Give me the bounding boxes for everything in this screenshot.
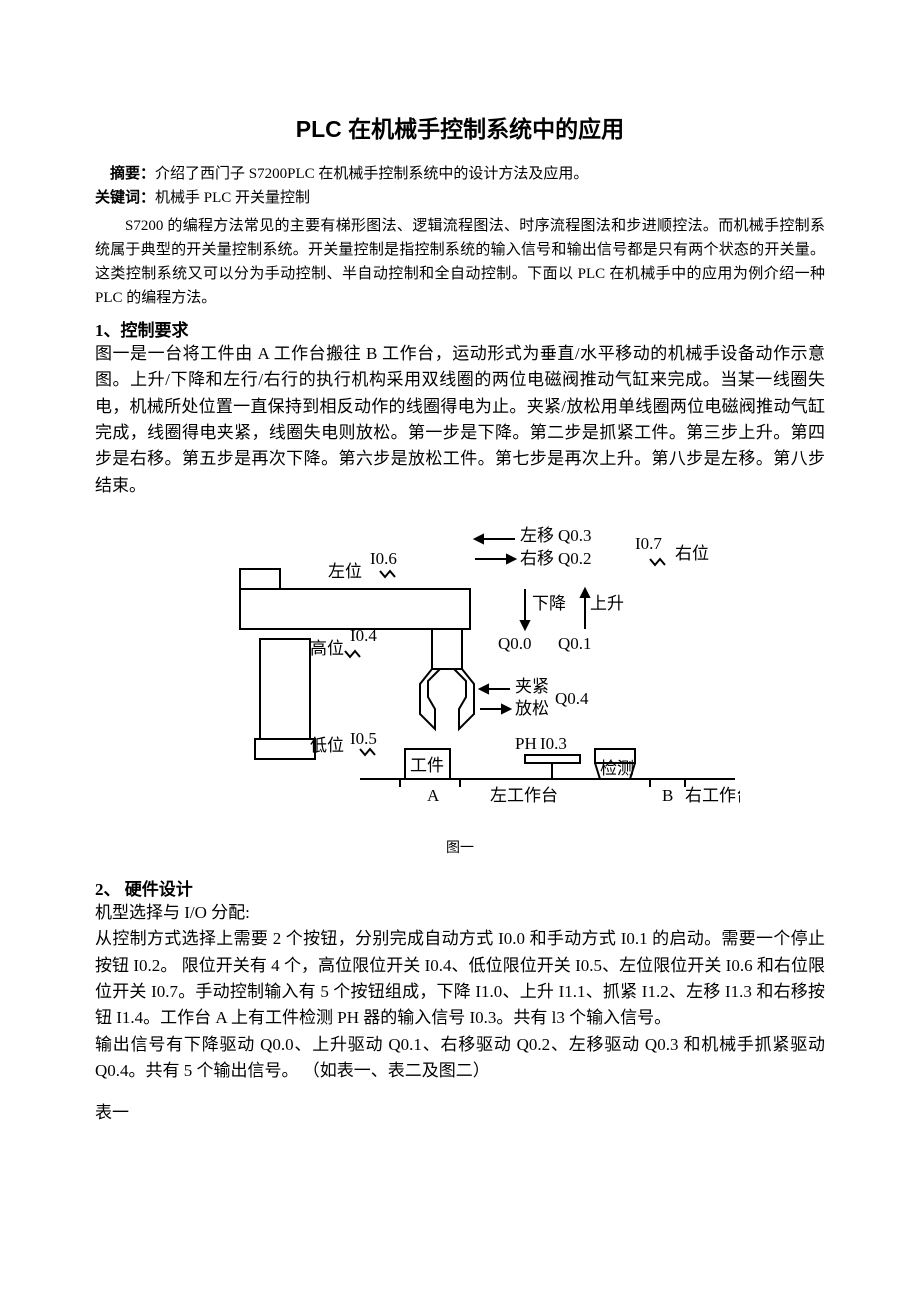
- section1-paragraph: 图一是一台将工件由 A 工作台搬往 B 工作台，运动形式为垂直/水平移动的机械手…: [95, 341, 825, 499]
- fig-a: A: [427, 786, 440, 805]
- abstract-text: 介绍了西门子 S7200PLC 在机械手控制系统中的设计方法及应用。: [155, 166, 588, 182]
- page-title: PLC 在机械手控制系统中的应用: [95, 110, 825, 144]
- fig-down: 下降: [532, 594, 566, 613]
- fig-move-left: 左移: [520, 526, 554, 545]
- fig-left-table: 左工作台: [490, 786, 558, 805]
- fig-right-pos-io: I0.7: [635, 534, 662, 553]
- section1-heading: 1、控制要求: [95, 316, 825, 341]
- fig-high-pos: 高位: [310, 639, 344, 658]
- fig-ph: PH: [515, 734, 537, 753]
- fig-right-table: 右工作台: [685, 786, 740, 805]
- section2-para2: 输出信号有下降驱动 Q0.0、上升驱动 Q0.1、右移驱动 Q0.2、左移驱动 …: [95, 1032, 825, 1085]
- fig-down-q: Q0.0: [498, 634, 532, 653]
- fig-workpiece: 工件: [410, 756, 444, 775]
- fig-low-pos: 低位: [310, 736, 344, 755]
- figure1-caption: 图一: [95, 837, 825, 857]
- fig-high-pos-io: I0.4: [350, 626, 377, 645]
- section2-para1: 从控制方式选择上需要 2 个按钮，分别完成自动方式 I0.0 和手动方式 I0.…: [95, 926, 825, 1031]
- keyword-label: 关键词：: [95, 190, 155, 206]
- fig-low-pos-io: I0.5: [350, 729, 377, 748]
- fig-up-q: Q0.1: [558, 634, 592, 653]
- intro-paragraph: S7200 的编程方法常见的主要有梯形图法、逻辑流程图法、时序流程图法和步进顺控…: [95, 214, 825, 310]
- fig-release: 放松: [515, 699, 549, 718]
- fig-clamp: 夹紧: [515, 677, 549, 696]
- fig-ph-io: I0.3: [540, 734, 567, 753]
- fig-clamp-q: Q0.4: [555, 689, 589, 708]
- section2-sub: 机型选择与 I/O 分配:: [95, 900, 825, 926]
- fig-right-pos: 右位: [675, 544, 709, 563]
- fig-move-right-q: Q0.2: [558, 549, 592, 568]
- page: PLC 在机械手控制系统中的应用 摘要：介绍了西门子 S7200PLC 在机械手…: [0, 0, 920, 1302]
- keyword-line: 关键词：机械手 PLC 开关量控制: [95, 186, 825, 210]
- fig-left-pos: 左位: [328, 562, 362, 581]
- fig-left-pos-io: I0.6: [370, 549, 397, 568]
- section2-heading: 2、 硬件设计: [95, 875, 825, 900]
- fig-up: 上升: [590, 594, 624, 613]
- table1-label: 表一: [95, 1098, 825, 1123]
- keyword-text: 机械手 PLC 开关量控制: [155, 190, 310, 206]
- fig-detect: 检测: [600, 759, 634, 778]
- fig-move-left-q: Q0.3: [558, 526, 592, 545]
- figure1-svg: 左位 I0.6 右位 I0.7 左移 Q0.3 右移 Q0.2 下降 上升 Q0…: [180, 509, 740, 809]
- fig-b: B: [662, 786, 673, 805]
- figure1: 左位 I0.6 右位 I0.7 左移 Q0.3 右移 Q0.2 下降 上升 Q0…: [95, 509, 825, 857]
- abstract-line: 摘要：介绍了西门子 S7200PLC 在机械手控制系统中的设计方法及应用。: [95, 162, 825, 186]
- fig-move-right: 右移: [520, 549, 554, 568]
- abstract-label: 摘要：: [110, 166, 155, 182]
